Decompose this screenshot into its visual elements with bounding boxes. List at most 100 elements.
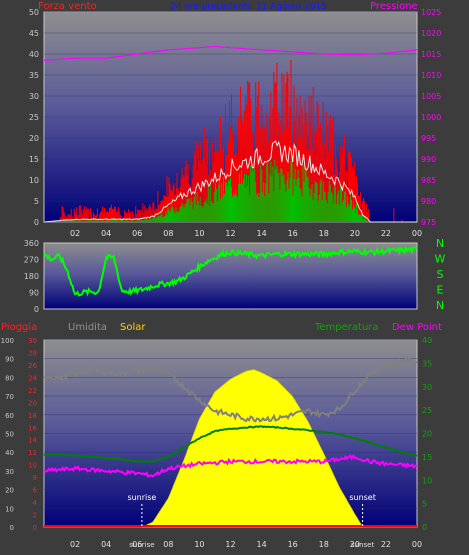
pressure-tick-label: 1010 bbox=[421, 71, 441, 80]
wind-pressure-chart: 0510152025303540455097598098599099510001… bbox=[29, 8, 442, 238]
humidity-tick-label: 50 bbox=[5, 431, 14, 439]
rain-tick-label: 0 bbox=[33, 524, 37, 532]
rain-tick-label: 8 bbox=[33, 474, 37, 482]
humidity-tick-label: 90 bbox=[5, 356, 14, 364]
time-tick-label: 20 bbox=[350, 540, 360, 549]
time-tick-label: 06 bbox=[132, 229, 142, 238]
temperature-tick-label: 20 bbox=[422, 430, 432, 439]
time-tick-label: 02 bbox=[70, 229, 80, 238]
wind-tick-label: 20 bbox=[29, 134, 39, 143]
rain-tick-label: 18 bbox=[28, 412, 37, 420]
time-tick-label: 22 bbox=[381, 229, 391, 238]
time-tick-label: 02 bbox=[70, 540, 80, 549]
temperature-tick-label: 0 bbox=[422, 523, 427, 532]
pressure-tick-label: 1020 bbox=[421, 29, 441, 38]
pressure-tick-label: 1000 bbox=[421, 113, 441, 122]
time-tick-label: 18 bbox=[319, 540, 329, 549]
compass-label: N bbox=[436, 237, 444, 250]
pressure-tick-label: 980 bbox=[421, 197, 436, 206]
time-tick-label: 08 bbox=[163, 229, 173, 238]
temperature-tick-label: 5 bbox=[422, 500, 427, 509]
humidity-tick-label: 80 bbox=[5, 374, 14, 382]
direction-tick-label: 180 bbox=[24, 272, 39, 281]
sunset-annotation: sunset bbox=[349, 493, 376, 502]
time-tick-label: 12 bbox=[225, 229, 235, 238]
time-tick-label: 14 bbox=[256, 229, 266, 238]
time-tick-label: 08 bbox=[163, 540, 173, 549]
time-tick-label: 12 bbox=[225, 540, 235, 549]
rain-tick-label: 28 bbox=[28, 349, 37, 357]
wind-tick-label: 5 bbox=[34, 197, 39, 206]
time-tick-label: 14 bbox=[256, 540, 266, 549]
pressure-tick-label: 975 bbox=[421, 218, 436, 227]
pressure-tick-label: 1025 bbox=[421, 8, 441, 17]
time-tick-label: 18 bbox=[319, 229, 329, 238]
sunset-tick-label: sunset bbox=[351, 541, 374, 549]
temperature-tick-label: 35 bbox=[422, 359, 432, 368]
direction-tick-label: 0 bbox=[34, 305, 39, 314]
rain-tick-label: 22 bbox=[28, 387, 37, 395]
temperature-tick-label: 15 bbox=[422, 453, 432, 462]
humidity-tick-label: 70 bbox=[5, 393, 14, 401]
chart-title: 24 ore precedenti: 11 Agosto 2015 bbox=[170, 2, 327, 12]
time-tick-label: 10 bbox=[194, 540, 204, 549]
wind-tick-label: 25 bbox=[29, 113, 39, 122]
time-tick-label: 06 bbox=[132, 540, 142, 549]
compass-label: E bbox=[437, 284, 444, 297]
humidity-tick-label: 30 bbox=[5, 468, 14, 476]
pressure-tick-label: 985 bbox=[421, 176, 436, 185]
wind-tick-label: 15 bbox=[29, 155, 39, 164]
pressure-tick-label: 995 bbox=[421, 134, 436, 143]
wind-tick-label: 50 bbox=[29, 8, 39, 17]
rain-tick-label: 20 bbox=[28, 399, 37, 407]
dewpoint-line bbox=[43, 454, 418, 478]
rain-tick-label: 4 bbox=[33, 499, 38, 507]
wind-direction-line bbox=[43, 245, 418, 297]
humidity-tick-label: 40 bbox=[5, 449, 14, 457]
rain-tick-label: 6 bbox=[33, 487, 38, 495]
rain-tick-label: 16 bbox=[28, 424, 37, 432]
rain-tick-label: 2 bbox=[33, 512, 37, 520]
time-tick-label: 20 bbox=[350, 229, 360, 238]
time-tick-label: 00 bbox=[412, 540, 422, 549]
wind-tick-label: 35 bbox=[29, 71, 39, 80]
time-tick-label: 22 bbox=[381, 540, 391, 549]
rain-tick-label: 14 bbox=[28, 437, 37, 445]
direction-tick-label: 360 bbox=[24, 239, 39, 248]
time-tick-label: 10 bbox=[194, 229, 204, 238]
humidity-tick-label: 100 bbox=[1, 337, 14, 345]
temperature-tick-label: 30 bbox=[422, 383, 432, 392]
time-tick-label: 04 bbox=[101, 540, 111, 549]
rain-tick-label: 10 bbox=[28, 462, 37, 470]
time-tick-label: 04 bbox=[101, 229, 111, 238]
sunrise-tick-label: sunrise bbox=[129, 541, 154, 549]
compass-label: S bbox=[437, 268, 444, 281]
rain-axis-label: Pioggia bbox=[1, 322, 37, 333]
wind-axis-label: Forza vento bbox=[38, 1, 97, 12]
temperature-humidity-chart: 0102030405060708090100024681012141618202… bbox=[1, 336, 433, 549]
temperature-tick-label: 10 bbox=[422, 476, 432, 485]
humidity-tick-label: 10 bbox=[5, 505, 14, 513]
wind-tick-label: 45 bbox=[29, 29, 39, 38]
temperature-tick-label: 25 bbox=[422, 406, 432, 415]
dewpoint-axis-label: Dew Point bbox=[392, 322, 442, 333]
humidity-tick-label: 60 bbox=[5, 412, 14, 420]
solar-axis-label: Solar bbox=[120, 322, 146, 333]
rain-tick-label: 30 bbox=[28, 337, 37, 345]
direction-tick-label: 270 bbox=[24, 256, 39, 265]
temperature-line bbox=[43, 425, 418, 464]
humidity-line bbox=[43, 355, 418, 423]
compass-label: N bbox=[436, 299, 444, 312]
temperature-axis-label: Temperatura bbox=[314, 322, 379, 333]
sunrise-annotation: sunrise bbox=[127, 493, 156, 502]
wind-speed-line bbox=[43, 140, 417, 223]
time-tick-label: 16 bbox=[288, 540, 298, 549]
direction-tick-label: 90 bbox=[29, 289, 39, 298]
humidity-tick-label: 0 bbox=[10, 524, 14, 532]
pressure-tick-label: 1005 bbox=[421, 92, 441, 101]
humidity-axis-label: Umidita bbox=[68, 322, 107, 333]
wind-tick-label: 30 bbox=[29, 92, 39, 101]
rain-tick-label: 24 bbox=[28, 374, 37, 382]
